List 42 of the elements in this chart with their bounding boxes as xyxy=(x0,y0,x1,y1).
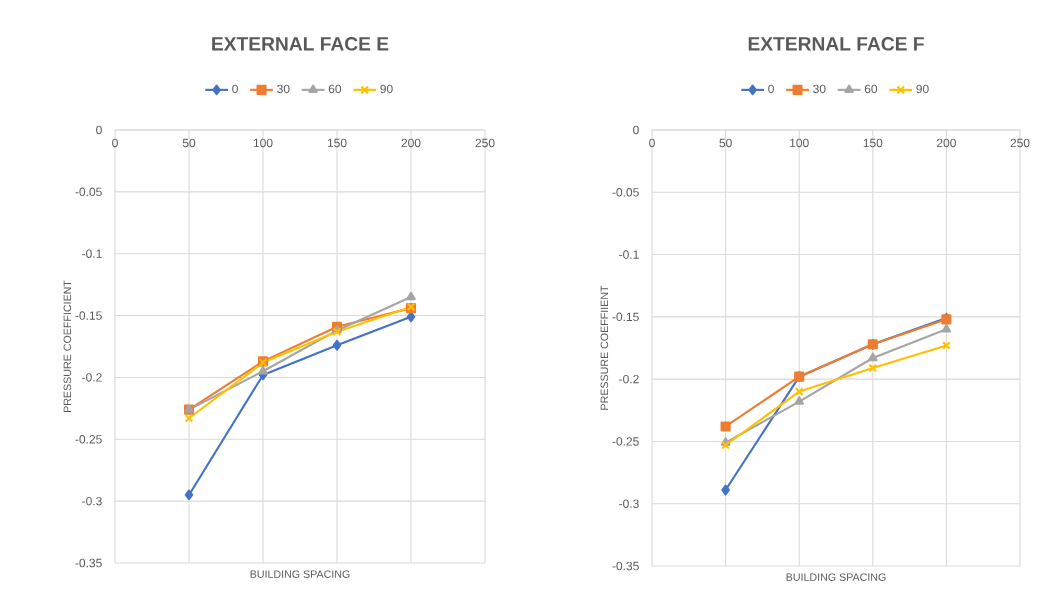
y-tick-label: -0.2 xyxy=(82,373,102,382)
legend-label: 60 xyxy=(328,84,342,94)
x-tick-label: 50 xyxy=(719,138,732,148)
x-tick-label: 250 xyxy=(475,138,495,148)
x-tick-label: 100 xyxy=(790,138,809,148)
legend-label: 0 xyxy=(768,84,774,94)
chart-title: EXTERNAL FACE E xyxy=(212,37,389,51)
y-tick-label: -0.1 xyxy=(619,250,639,259)
y-tick-label: -0.25 xyxy=(612,437,639,446)
x-tick-label: 200 xyxy=(937,138,956,148)
y-tick-label: -0.05 xyxy=(75,187,102,197)
legend-label: 90 xyxy=(380,84,393,94)
x-tick-label: 50 xyxy=(182,138,196,148)
y-tick-label: -0.05 xyxy=(612,188,639,197)
x-tick-label: 0 xyxy=(112,138,118,148)
y-axis-title: PRESSURE COEFFIIENT xyxy=(600,285,609,410)
y-axis-title: PRESSURE COEFFICIENT xyxy=(63,280,72,412)
y-tick-label: -0.15 xyxy=(612,312,639,322)
legend-label: 0 xyxy=(232,84,238,94)
y-tick-label: -0.25 xyxy=(75,435,102,444)
y-tick-label: -0.3 xyxy=(82,496,102,506)
legend-label: 30 xyxy=(813,84,826,94)
y-tick-label: 0 xyxy=(633,125,639,135)
y-tick-label: -0.35 xyxy=(612,561,639,571)
chart-title: EXTERNAL FACE F xyxy=(748,37,924,51)
x-axis-title: BUILDING SPACING xyxy=(786,573,886,581)
x-tick-label: 0 xyxy=(649,138,655,148)
y-tick-label: -0.3 xyxy=(619,499,639,508)
x-tick-label: 150 xyxy=(863,138,883,148)
y-tick-label: -0.2 xyxy=(619,374,639,384)
x-tick-label: 100 xyxy=(253,138,273,148)
legend-label: 90 xyxy=(916,84,929,94)
y-tick-label: 0 xyxy=(96,125,102,135)
x-axis-title: BUILDING SPACING xyxy=(250,570,350,578)
legend-label: 60 xyxy=(864,84,878,94)
y-tick-label: -0.15 xyxy=(75,311,102,320)
x-tick-label: 150 xyxy=(327,138,347,148)
y-tick-label: -0.35 xyxy=(75,558,102,568)
legend-label: 30 xyxy=(277,84,290,94)
x-tick-label: 200 xyxy=(401,138,421,148)
y-tick-label: -0.1 xyxy=(82,249,102,258)
x-tick-label: 250 xyxy=(1010,138,1030,148)
